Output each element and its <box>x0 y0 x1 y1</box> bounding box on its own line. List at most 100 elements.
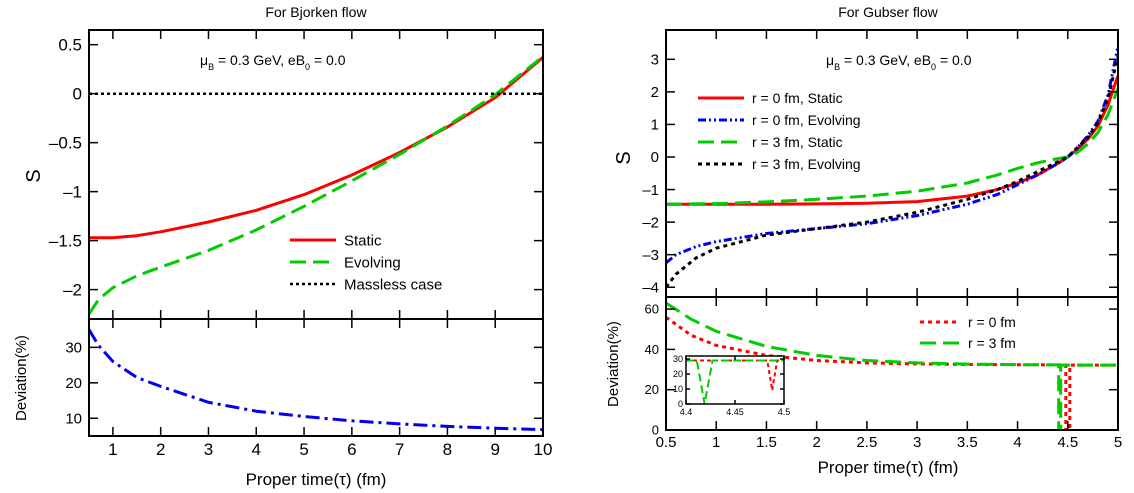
legend-label: r = 0 fm <box>968 314 1016 330</box>
y-tick-label: 3 <box>651 52 659 69</box>
series-line-3 <box>666 88 1118 206</box>
y-tick-label: 10 <box>673 384 683 394</box>
chart-gubser_s: 3 2 1 0 –1 –2 –3 –4 r = 0 fm, Static r = 0 fm, Ev… <box>642 29 1119 298</box>
y-tick-label: 1 <box>651 117 659 134</box>
legend-label: r = 3 fm, Evolving <box>752 156 861 172</box>
right-title: For Gubser flow <box>838 4 938 20</box>
axes-frame <box>88 29 544 320</box>
y-tick-label: 60 <box>645 302 659 317</box>
chart-bjorken_dev: 1 2 3 4 5 6 7 8 9 10 10 20 30 <box>65 318 553 459</box>
right-bottom-ylabel: Deviation(%) <box>605 321 622 407</box>
y-tick-label: 20 <box>645 382 659 397</box>
series-line-1 <box>666 75 1118 206</box>
x-tick-label: 7 <box>395 440 404 459</box>
legend-label: Evolving <box>344 254 401 271</box>
y-tick-label: 30 <box>65 340 82 357</box>
y-tick-label: –1.5 <box>49 232 82 251</box>
series-group <box>89 55 543 315</box>
y-tick-label: –1 <box>63 183 82 202</box>
axes-frame <box>665 296 1119 431</box>
chart-gubser_dev_inset: 4.4 4.45 4.5 0 10 20 30 <box>673 354 790 417</box>
left-xlabel: Proper time(τ) (fm) <box>246 470 387 489</box>
series-line-2 <box>89 55 543 315</box>
series-line-1 <box>666 315 1118 430</box>
legend-label: r = 3 fm, Static <box>752 134 843 150</box>
legend-label: r = 3 fm <box>968 335 1016 351</box>
y-tick-label: 0 <box>652 423 659 438</box>
x-tick-label: 10 <box>534 440 553 459</box>
annotation-mu: μ <box>200 52 208 68</box>
right-annotation: μB = 0.3 GeV, eB0 = 0.0 <box>826 52 972 72</box>
series-group <box>666 45 1118 289</box>
x-tick-label: 2 <box>156 440 165 459</box>
x-tick-label: 2 <box>812 434 820 451</box>
left-title: For Bjorken flow <box>265 4 367 20</box>
y-tick-label: 0 <box>678 399 683 409</box>
y-tick-label: –4 <box>642 279 659 296</box>
series-group <box>89 328 543 432</box>
y-tick-label: 0 <box>73 85 82 104</box>
legend-label: r = 0 fm, Static <box>752 90 843 106</box>
x-tick-label: 3 <box>913 434 921 451</box>
x-tick-label: 1 <box>108 440 117 459</box>
y-tick-label: 0.5 <box>58 36 82 55</box>
series-line-1 <box>89 328 543 432</box>
x-tick-label: 1.5 <box>756 434 777 451</box>
x-tick-label: 4 <box>252 440 261 459</box>
y-tick-label: 2 <box>651 84 659 101</box>
y-tick-label: 20 <box>65 375 82 392</box>
annotation-end: = 0.0 <box>310 52 346 68</box>
x-tick-label: 6 <box>347 440 356 459</box>
series-group <box>686 359 784 404</box>
y-tick-label: 0 <box>651 149 659 166</box>
chart-bjorken_s: 0.5 0 –0.5 –1 –1.5 –2 Static Evolving Massless c… <box>49 29 544 320</box>
y-tick-label: –2 <box>63 281 82 300</box>
annotation-mu: μ <box>826 52 834 68</box>
legend-label: r = 0 fm, Evolving <box>752 112 861 128</box>
annotation-eb-sub: 0 <box>305 62 310 72</box>
chart-gubser_dev: 0.5 1 1.5 2 2.5 3 3.5 4 4.5 5 0 20 40 60 r = 0 fm r = 3… <box>645 296 1122 451</box>
series-line-2 <box>666 45 1118 264</box>
y-tick-label: –3 <box>642 247 659 264</box>
x-tick-label: 4.5 <box>1057 434 1078 451</box>
series-line-2 <box>666 301 1118 430</box>
x-tick-label: 5 <box>1114 434 1122 451</box>
y-tick-label: 40 <box>645 342 659 357</box>
y-tick-label: 30 <box>673 354 683 364</box>
series-line-2 <box>686 359 784 404</box>
series-line-4 <box>666 55 1118 289</box>
x-tick-label: 3 <box>204 440 213 459</box>
y-tick-label: –1 <box>642 182 659 199</box>
right-top-ylabel: S <box>613 151 635 164</box>
x-tick-label: 4 <box>1013 434 1021 451</box>
legend-label: Massless case <box>344 276 442 293</box>
y-tick-label: –0.5 <box>49 134 82 153</box>
x-tick-label: 8 <box>443 440 452 459</box>
y-tick-label: 10 <box>65 411 82 428</box>
series-line-1 <box>89 56 543 240</box>
x-tick-label: 2.5 <box>856 434 877 451</box>
x-tick-label: 5 <box>299 440 308 459</box>
annotation-mid: = 0.3 GeV, eB <box>214 52 305 68</box>
left-top-ylabel: S <box>23 169 45 182</box>
annotation-mu-sub: B <box>208 62 214 72</box>
left-annotation: μB = 0.3 GeV, eB0 = 0.0 <box>200 52 346 72</box>
series-group <box>666 301 1118 430</box>
annotation-mu-sub: B <box>834 62 840 72</box>
right-xlabel: Proper time(τ) (fm) <box>818 458 959 477</box>
annotation-eb-sub: 0 <box>931 62 936 72</box>
x-tick-label: 1 <box>712 434 720 451</box>
y-tick-label: –2 <box>642 214 659 231</box>
x-tick-label: 4.45 <box>726 407 744 417</box>
left-bottom-ylabel: Deviation(%) <box>13 335 30 421</box>
x-tick-label: 3.5 <box>957 434 978 451</box>
annotation-end: = 0.0 <box>936 52 972 68</box>
x-tick-label: 0.5 <box>656 434 677 451</box>
x-tick-label: 9 <box>490 440 499 459</box>
y-tick-label: 20 <box>673 369 683 379</box>
x-tick-label: 4.5 <box>778 407 791 417</box>
legend-label: Static <box>344 232 382 249</box>
x-tick-label: 4.4 <box>680 407 693 417</box>
